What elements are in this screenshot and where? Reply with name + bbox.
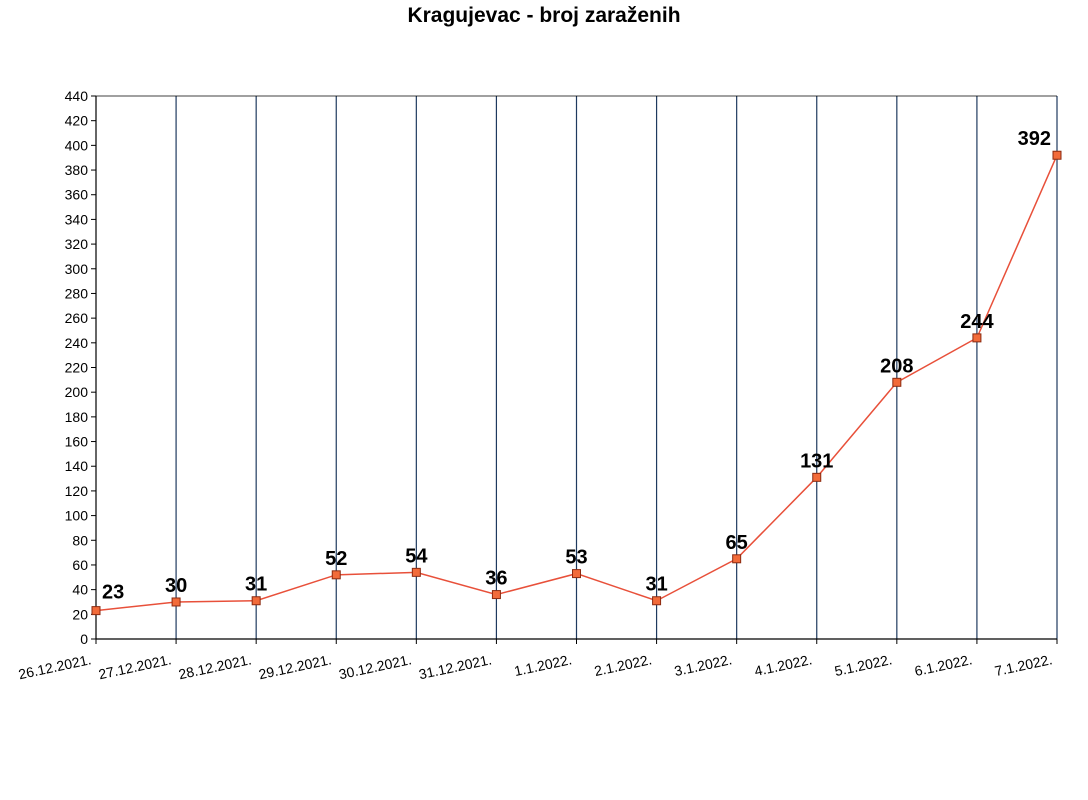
data-label: 52: [325, 548, 347, 570]
chart-title: Kragujevac - broj zaraženih: [407, 4, 681, 27]
data-label: 131: [800, 450, 833, 472]
data-labels: 23 30 31 52 54 36 53 31 65 131 208 244 392: [102, 128, 1051, 603]
y-tick-label: 220: [65, 360, 89, 376]
y-tick-label: 280: [65, 285, 89, 301]
data-point: [892, 377, 902, 387]
data-label: 65: [726, 532, 748, 554]
y-tick-label: 180: [65, 409, 89, 425]
data-point: [972, 333, 982, 343]
x-tick-label: 6.1.2022.: [913, 651, 973, 679]
y-tick-label: 40: [72, 582, 88, 598]
x-tick-label: 27.12.2021.: [97, 651, 173, 682]
data-label: 36: [485, 568, 507, 590]
data-markers: [91, 150, 1062, 616]
data-point: [251, 596, 261, 606]
data-label: 30: [165, 575, 187, 597]
y-tick-label: 340: [65, 211, 89, 227]
data-point: [652, 596, 662, 606]
axes: [91, 95, 1058, 644]
y-tick-label: 380: [65, 162, 89, 178]
data-point: [91, 606, 101, 616]
y-tick-label: 140: [65, 458, 89, 474]
x-tick-label: 2.1.2022.: [593, 651, 653, 679]
data-point: [491, 590, 501, 600]
data-label: 208: [880, 355, 913, 377]
y-tick-label: 420: [65, 113, 89, 129]
data-point: [331, 570, 341, 580]
data-point: [1052, 150, 1062, 160]
x-tick-label: 5.1.2022.: [833, 651, 893, 679]
y-tick-label: 120: [65, 483, 89, 499]
x-tick-label: 7.1.2022.: [993, 651, 1053, 679]
y-tick-label: 260: [65, 310, 89, 326]
y-tick-labels: 0 20 40 60 80 100 120 140 160 180 200 220 240 260 280 3…: [65, 88, 89, 647]
y-tick-label: 160: [65, 434, 89, 450]
x-tick-label: 26.12.2021.: [17, 651, 93, 682]
y-tick-label: 400: [65, 137, 89, 153]
data-point: [572, 569, 581, 579]
data-point: [411, 567, 421, 577]
data-point: [812, 472, 822, 482]
data-label: 53: [565, 547, 587, 569]
y-tick-label: 100: [65, 508, 89, 524]
data-label: 244: [960, 311, 994, 333]
y-tick-label: 200: [65, 384, 89, 400]
y-tick-label: 60: [72, 557, 88, 573]
data-point: [732, 554, 742, 564]
x-tick-label: 29.12.2021.: [257, 651, 333, 682]
x-tick-label: 30.12.2021.: [337, 651, 413, 682]
y-tick-label: 440: [65, 88, 89, 104]
x-tick-label: 3.1.2022.: [673, 651, 733, 679]
y-tick-label: 320: [65, 236, 89, 252]
y-tick-label: 80: [72, 532, 88, 548]
y-tick-label: 300: [65, 261, 89, 277]
data-label: 392: [1018, 128, 1051, 150]
data-label: 23: [102, 582, 124, 604]
y-tick-label: 20: [72, 606, 88, 622]
x-tick-label: 1.1.2022.: [513, 651, 573, 679]
y-tick-label: 0: [80, 631, 88, 647]
gridlines: [175, 96, 1058, 639]
data-label: 31: [645, 574, 667, 596]
x-tick-label: 4.1.2022.: [753, 651, 813, 679]
x-tick-label: 31.12.2021.: [417, 651, 493, 682]
y-tick-label: 360: [65, 187, 89, 203]
x-tick-labels: 26.12.2021. 27.12.2021. 28.12.2021. 29.12.2…: [17, 651, 1054, 682]
data-label: 31: [245, 574, 267, 596]
data-point: [171, 597, 181, 607]
x-tick-label: 28.12.2021.: [177, 651, 253, 682]
data-label: 54: [405, 545, 428, 567]
y-tick-label: 240: [65, 335, 89, 351]
